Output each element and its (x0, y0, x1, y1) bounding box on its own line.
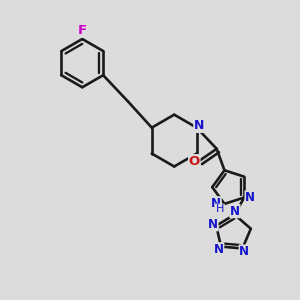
Text: F: F (78, 24, 87, 37)
Text: H: H (216, 204, 224, 214)
Text: O: O (189, 155, 200, 168)
Text: N: N (208, 218, 218, 231)
Text: N: N (230, 205, 240, 218)
Text: N: N (239, 245, 249, 258)
Text: N: N (214, 243, 224, 256)
Text: N: N (194, 119, 204, 132)
Text: N: N (211, 197, 221, 210)
Text: N: N (245, 191, 255, 204)
